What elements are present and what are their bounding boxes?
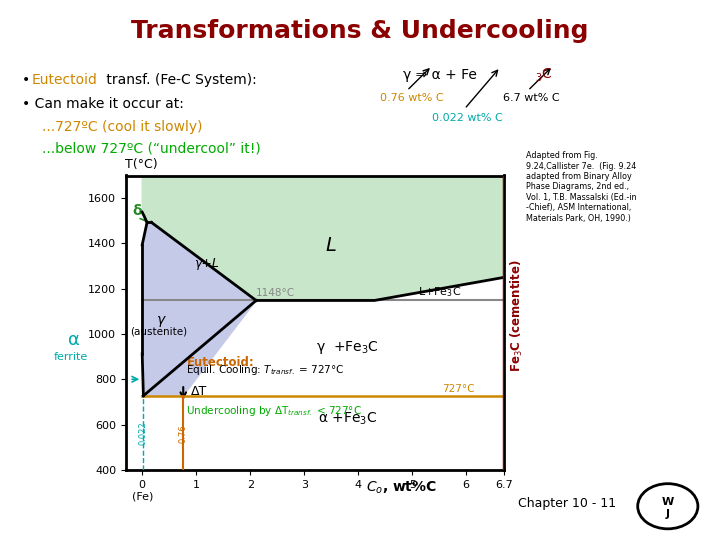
Text: (austenite): (austenite) [130, 327, 187, 337]
Text: Eutectoid:: Eutectoid: [186, 356, 254, 369]
Text: ferrite: ferrite [53, 353, 88, 362]
Text: • Can make it occur at:: • Can make it occur at: [22, 97, 184, 111]
Text: ...below 727ºC (“undercool” it!): ...below 727ºC (“undercool” it!) [42, 141, 261, 156]
Text: Fe$_3$C (cementite): Fe$_3$C (cementite) [509, 259, 525, 373]
Text: 3: 3 [535, 73, 541, 83]
Text: 1148°C: 1148°C [256, 288, 294, 298]
Text: ΔT: ΔT [191, 385, 207, 398]
Text: γ  +Fe$_3$C: γ +Fe$_3$C [316, 339, 379, 356]
Text: L: L [325, 236, 337, 255]
Text: T(°C): T(°C) [125, 158, 158, 171]
Text: •: • [22, 73, 35, 87]
Text: ...727ºC (cool it slowly): ...727ºC (cool it slowly) [42, 120, 202, 134]
Text: Equil. Cooling: $T_{transf.}$ = 727°C: Equil. Cooling: $T_{transf.}$ = 727°C [186, 363, 345, 377]
Text: Transformations & Undercooling: Transformations & Undercooling [131, 19, 589, 43]
Text: 0.022: 0.022 [139, 422, 148, 446]
Text: $C_o$, wt%C: $C_o$, wt%C [366, 480, 437, 496]
Text: γ ⇒ α + Fe: γ ⇒ α + Fe [403, 68, 477, 82]
Text: Adapted from Fig.
9.24,Callister 7e.  (Fig. 9.24
adapted from Binary Alloy
Phase: Adapted from Fig. 9.24,Callister 7e. (Fi… [526, 151, 636, 222]
Text: L+Fe$_3$C: L+Fe$_3$C [418, 285, 461, 299]
Polygon shape [142, 222, 256, 396]
Text: transf. (Fe-C System):: transf. (Fe-C System): [102, 73, 257, 87]
Text: α +Fe$_3$C: α +Fe$_3$C [318, 410, 377, 427]
Text: 0.022 wt% C: 0.022 wt% C [432, 113, 503, 124]
Polygon shape [142, 176, 504, 300]
Text: α: α [68, 331, 79, 349]
Text: δ: δ [132, 204, 147, 222]
Text: 0.76: 0.76 [179, 424, 188, 443]
Text: γ+L: γ+L [194, 257, 220, 271]
Text: 727°C: 727°C [442, 383, 474, 394]
Text: W: W [662, 497, 674, 508]
Text: J: J [666, 509, 670, 519]
Text: Eutectoid: Eutectoid [32, 73, 97, 87]
Text: 0.76 wt% C: 0.76 wt% C [380, 93, 444, 103]
Text: Chapter 10 - 11: Chapter 10 - 11 [518, 497, 616, 510]
Text: Undercooling by ΔT$_{transf.}$ < 727°C: Undercooling by ΔT$_{transf.}$ < 727°C [186, 404, 362, 418]
Text: 6.7 wt% C: 6.7 wt% C [503, 93, 559, 103]
Text: C: C [541, 68, 552, 82]
Text: γ: γ [157, 313, 165, 327]
